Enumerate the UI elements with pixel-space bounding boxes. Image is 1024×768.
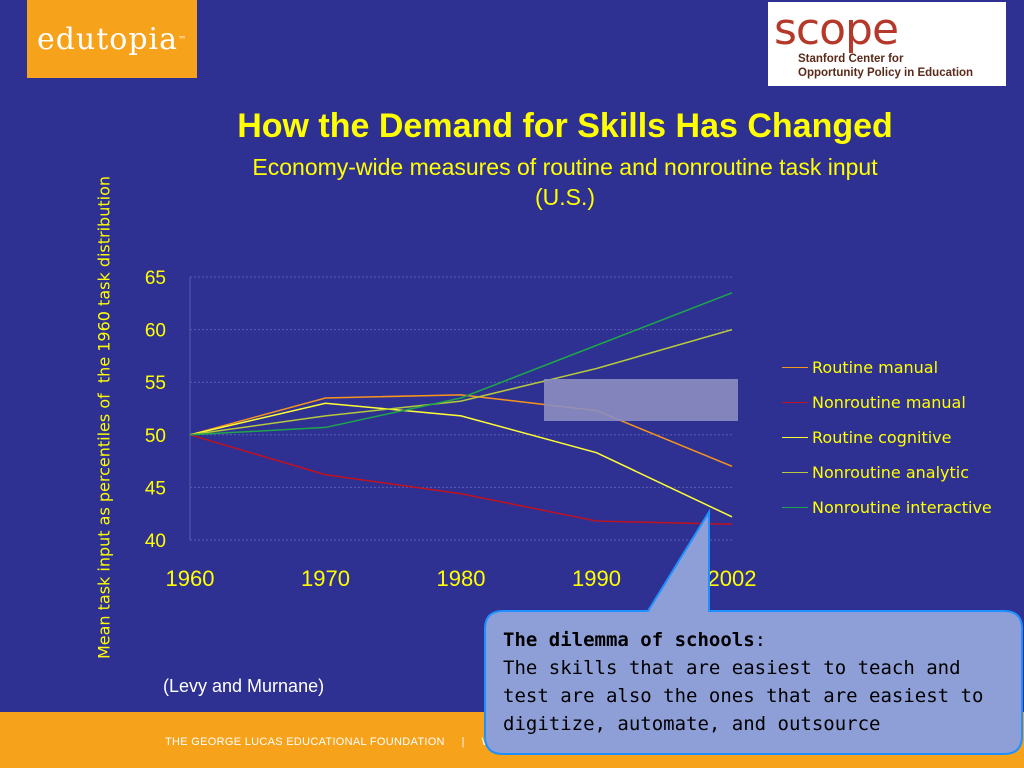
legend-swatch <box>782 471 808 474</box>
callout-text: The dilemma of schools: The skills that … <box>503 626 1008 738</box>
callout-shape <box>484 508 1023 755</box>
legend-item: Nonroutine analytic <box>782 455 992 490</box>
x-tick-label: 1960 <box>166 566 215 591</box>
y-tick-label: 40 <box>145 531 166 552</box>
legend-swatch <box>782 401 808 404</box>
series-line-nonroutine-analytic <box>189 328 733 436</box>
legend-item: Routine manual <box>782 350 992 385</box>
scope-logo-subtitle: Stanford Center for Opportunity Policy i… <box>798 52 973 80</box>
legend-swatch <box>782 366 808 369</box>
legend-label: Nonroutine analytic <box>812 463 970 482</box>
legend-item: Routine cognitive <box>782 420 992 455</box>
source-citation: (Levy and Murnane) <box>163 676 325 696</box>
legend-label: Routine manual <box>812 358 939 377</box>
slide-title: How the Demand for Skills Has Changed <box>237 107 893 145</box>
y-tick-label: 65 <box>145 268 166 289</box>
x-tick-label: 1990 <box>572 566 621 591</box>
legend-item: Nonroutine interactive <box>782 490 992 525</box>
y-tick-label: 55 <box>145 373 166 394</box>
chart-series <box>189 292 733 525</box>
x-tick-label: 2002 <box>708 566 757 591</box>
callout-title-suffix: : <box>754 629 767 651</box>
series-line-routine-cognitive <box>189 402 733 518</box>
highlight-box <box>544 379 738 421</box>
chart-legend: Routine manual Nonroutine manual Routine c… <box>782 350 992 525</box>
scope-logo: scope Stanford Center for Opportunity Po… <box>768 2 1006 86</box>
edutopia-logo-text: edutopia <box>36 21 179 57</box>
callout-title: The dilemma of schools <box>503 629 755 651</box>
y-tick-label: 60 <box>145 321 166 342</box>
x-tick-label: 1980 <box>437 566 486 591</box>
slide-subtitle: Economy-wide measures of routine and non… <box>165 152 965 212</box>
scope-logo-subtitle-line1: Stanford Center for <box>798 53 904 65</box>
legend-label: Nonroutine manual <box>812 393 966 412</box>
edutopia-logo: edutopia ™ <box>27 0 197 78</box>
series-line-nonroutine-interactive <box>189 292 733 436</box>
callout-body: The skills that are easiest to teach and… <box>503 657 984 735</box>
chart-ticks: 40 45 50 55 60 65 1960 1970 1980 1990 2002 <box>145 268 757 591</box>
x-tick-label: 1970 <box>301 566 350 591</box>
scope-logo-subtitle-line2: Opportunity Policy in Education <box>798 67 974 79</box>
legend-swatch <box>782 506 808 509</box>
legend-swatch <box>782 436 808 439</box>
scope-logo-word: scope <box>774 4 899 55</box>
series-line-nonroutine-manual <box>189 434 733 525</box>
subtitle-line-2: (U.S.) <box>534 184 596 210</box>
y-tick-label: 50 <box>145 426 166 447</box>
legend-label: Routine cognitive <box>812 428 952 447</box>
legend-label: Nonroutine interactive <box>812 498 992 517</box>
y-tick-label: 45 <box>145 478 166 499</box>
legend-item: Nonroutine manual <box>782 385 992 420</box>
series-line-routine-manual <box>189 394 733 468</box>
chart-grid <box>189 276 732 541</box>
subtitle-line-1: Economy-wide measures of routine and non… <box>252 154 878 180</box>
